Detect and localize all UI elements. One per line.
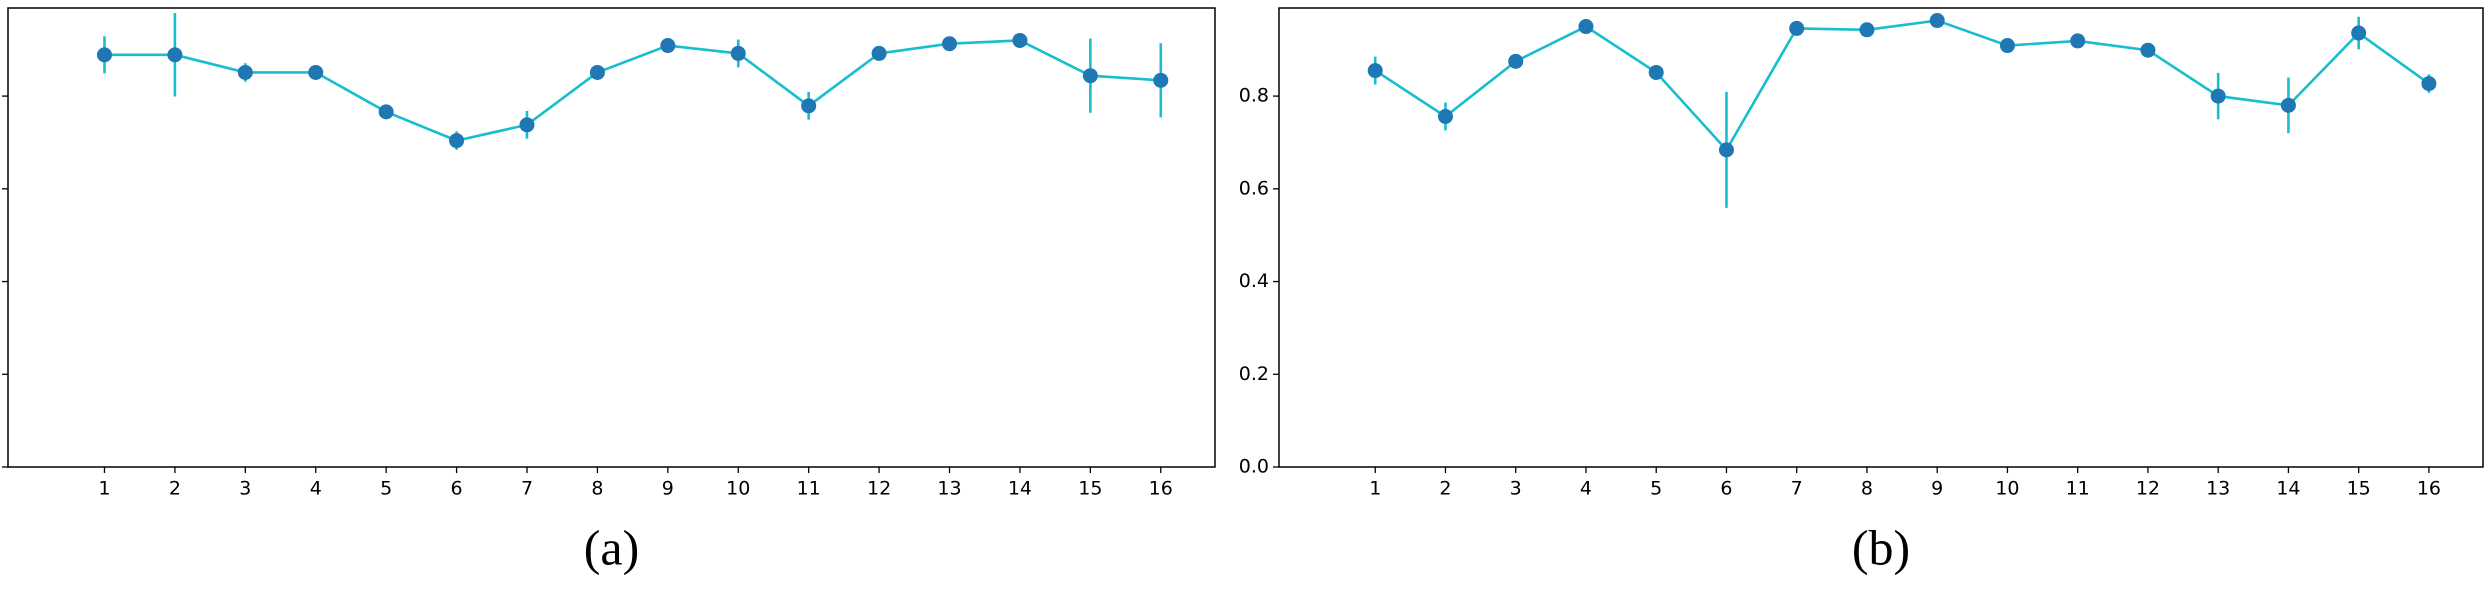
marker: [308, 64, 324, 80]
marker: [378, 104, 394, 120]
y-tick-label: 0.4: [1239, 270, 1269, 292]
marker: [660, 38, 676, 54]
y-tick-label: 0.2: [1239, 363, 1269, 385]
marker: [1367, 63, 1383, 79]
plot-frame: [7, 7, 1216, 468]
x-tick-label: 6: [451, 478, 463, 500]
marker: [1929, 13, 1945, 29]
x-tick-label: 11: [797, 478, 821, 500]
marker: [589, 64, 605, 80]
marker: [237, 64, 253, 80]
y-tick-label: 0.6: [1239, 177, 1269, 199]
marker: [519, 117, 535, 133]
marker: [801, 98, 817, 114]
x-tick-label: 12: [2136, 478, 2160, 500]
marker: [2210, 88, 2226, 104]
x-tick-label: 6: [1720, 478, 1732, 500]
marker: [1153, 72, 1169, 88]
marker: [2351, 25, 2367, 41]
x-tick-label: 4: [310, 478, 322, 500]
marker: [96, 47, 112, 63]
marker: [1578, 19, 1594, 35]
marker: [167, 47, 183, 63]
x-tick-label: 16: [1149, 478, 1173, 500]
marker: [1999, 38, 2015, 54]
marker: [2280, 97, 2296, 113]
x-tick-label: 9: [1931, 478, 1943, 500]
y-tick-label: 0.0: [1239, 456, 1269, 478]
caption: (b): [1852, 519, 1910, 575]
marker: [449, 133, 465, 149]
data-line: [1374, 19, 2430, 153]
x-tick-label: 2: [169, 478, 181, 500]
x-tick-label: 1: [1369, 478, 1381, 500]
data-line: [104, 39, 1161, 142]
marker: [1718, 142, 1734, 158]
x-tick-label: 14: [2276, 478, 2300, 500]
marker: [2070, 33, 2086, 49]
x-tick-label: 16: [2417, 478, 2441, 500]
marker: [2140, 42, 2156, 58]
plot-frame: [1278, 7, 2484, 468]
x-tick-label: 1: [98, 478, 110, 500]
caption: (a): [584, 519, 640, 575]
x-tick-label: 9: [662, 478, 674, 500]
marker: [2421, 76, 2437, 92]
marker: [942, 36, 958, 52]
x-tick-label: 3: [239, 478, 251, 500]
marker: [1648, 64, 1664, 80]
x-tick-label: 8: [591, 478, 603, 500]
x-tick-label: 2: [1439, 478, 1451, 500]
x-tick-label: 8: [1861, 478, 1873, 500]
x-tick-label: 13: [937, 478, 961, 500]
x-tick-label: 7: [521, 478, 533, 500]
marker: [1012, 32, 1028, 48]
x-tick-label: 15: [2347, 478, 2371, 500]
marker: [1859, 22, 1875, 38]
x-tick-label: 13: [2206, 478, 2230, 500]
panel: 0.00.20.40.60.812345678910111213141516(a…: [2, 7, 1216, 575]
x-tick-label: 15: [1078, 478, 1102, 500]
x-tick-label: 10: [726, 478, 750, 500]
marker: [1437, 108, 1453, 124]
x-tick-label: 10: [1995, 478, 2019, 500]
x-tick-label: 14: [1008, 478, 1032, 500]
x-tick-label: 4: [1580, 478, 1592, 500]
x-tick-label: 5: [380, 478, 392, 500]
y-tick-label: 0.8: [1239, 85, 1269, 107]
x-tick-label: 12: [867, 478, 891, 500]
x-tick-label: 7: [1791, 478, 1803, 500]
x-tick-label: 5: [1650, 478, 1662, 500]
x-tick-label: 11: [2066, 478, 2090, 500]
x-tick-label: 3: [1510, 478, 1522, 500]
panel: 0.00.20.40.60.81 2 3 4 5 6 7 8 9 10 11 12 13 14 15 16(b…: [1239, 7, 2484, 575]
marker: [1508, 53, 1524, 69]
marker: [1789, 20, 1805, 36]
marker: [730, 45, 746, 61]
marker: [1082, 68, 1098, 84]
marker: [871, 45, 887, 61]
